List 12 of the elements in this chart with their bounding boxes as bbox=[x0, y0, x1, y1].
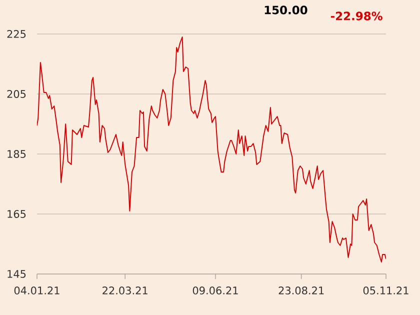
y-tick-label: 165 bbox=[8, 210, 26, 218]
x-tick-label: 05.11.21 bbox=[363, 286, 408, 294]
x-tick-label: 09.06.21 bbox=[192, 286, 238, 294]
y-tick-label: 185 bbox=[8, 150, 26, 158]
y-tick-label: 205 bbox=[7, 90, 26, 98]
x-tick-label: 04.01.21 bbox=[14, 286, 60, 294]
y-tick-label: 225 bbox=[7, 30, 26, 38]
text: -22.98% bbox=[330, 12, 382, 20]
x-tick-label: 22.03.21 bbox=[102, 286, 148, 294]
y-tick-label: 145 bbox=[8, 270, 26, 278]
text: 150.00 bbox=[264, 6, 308, 14]
x-tick-label: 23.08.21 bbox=[278, 286, 324, 294]
